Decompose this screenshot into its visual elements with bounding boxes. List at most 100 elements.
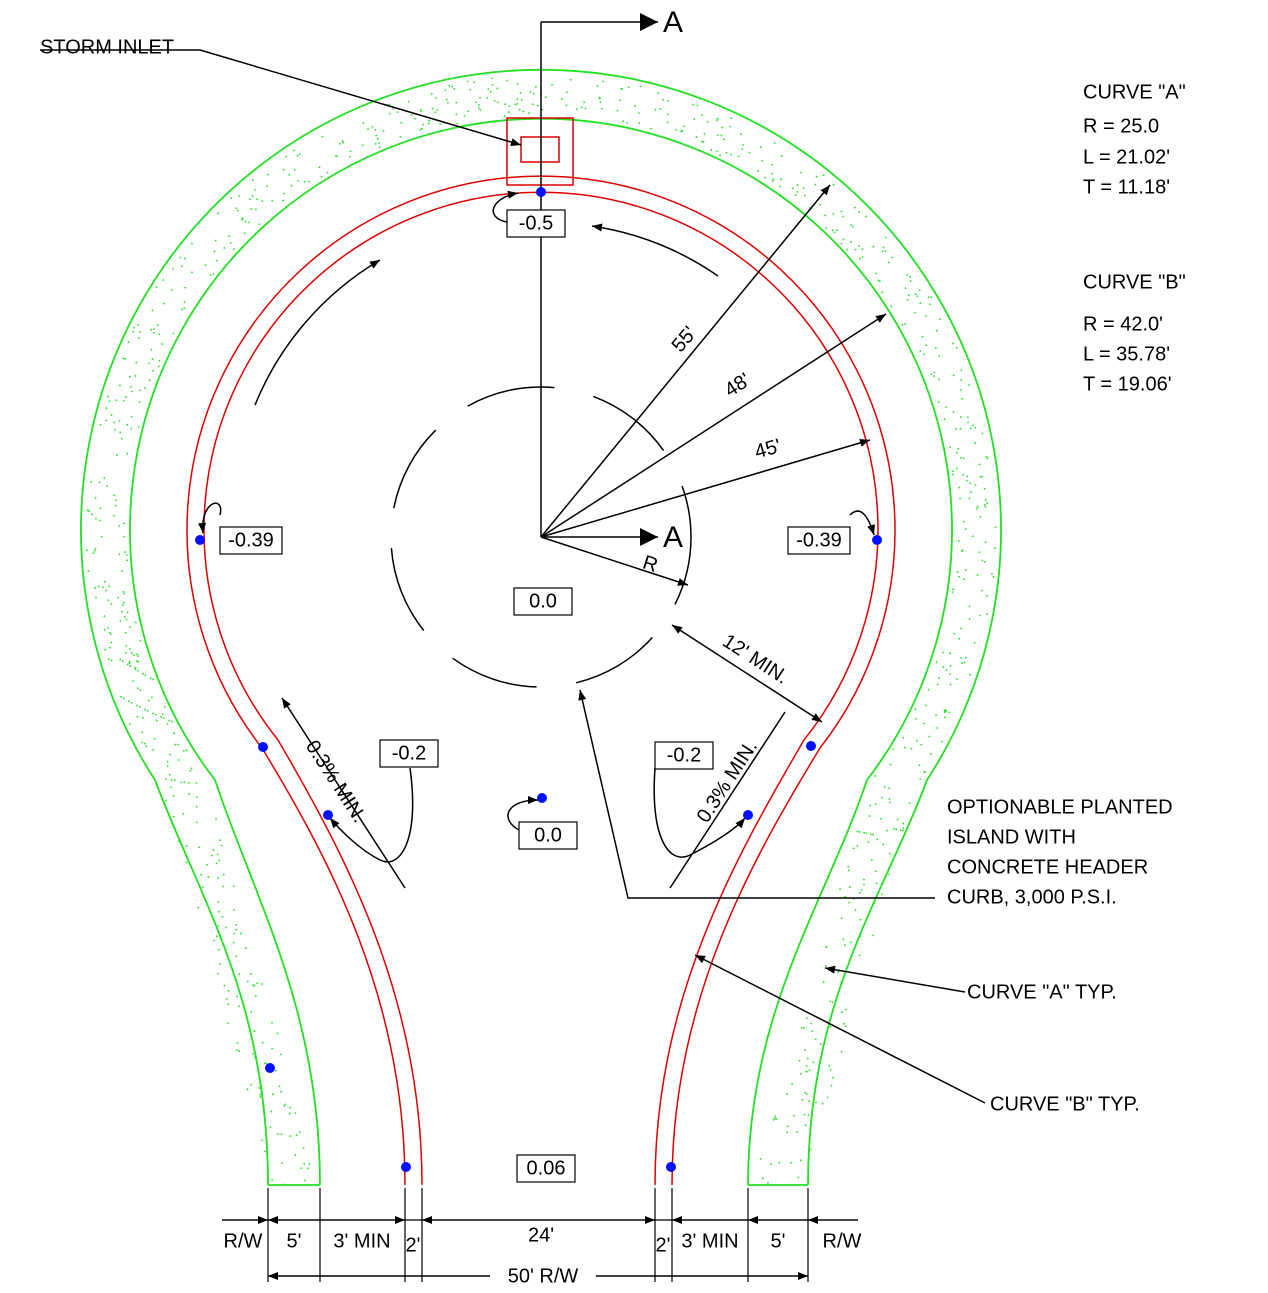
hatch-dot [956, 678, 958, 680]
hatch-dot [819, 204, 821, 206]
hatch-dot [521, 99, 523, 101]
hatch-dot [848, 870, 850, 872]
hatch-dot [622, 120, 624, 122]
hatch-dot [805, 1124, 807, 1126]
hatch-dot [180, 781, 182, 783]
hatch-dot [730, 154, 732, 156]
hatch-dot [464, 115, 466, 117]
hatch-dot [960, 389, 962, 391]
hatch-dot [956, 452, 958, 454]
hatch-dot [877, 280, 879, 282]
hatch-dot [723, 138, 725, 140]
hatch-dot [977, 506, 979, 508]
hatch-dot [126, 424, 128, 426]
hatch-dot [925, 704, 927, 706]
hatch-dot [171, 721, 173, 723]
hatch-dot [566, 91, 568, 93]
hatch-dot [299, 1131, 301, 1133]
hatch-dot [212, 849, 214, 851]
hatch-dot [693, 118, 695, 120]
hatch-dot [942, 652, 944, 654]
hatch-dot [261, 983, 263, 985]
hatch-dot [339, 143, 341, 145]
hatch-dot [379, 146, 381, 148]
hatch-dot [806, 1017, 808, 1019]
hatch-dot [986, 613, 988, 615]
hatch-dot [869, 815, 871, 817]
hatch-dot [349, 156, 351, 158]
hatch-dot [522, 111, 524, 113]
hatch-dot [889, 853, 891, 855]
hatch-dot [170, 786, 172, 788]
radius-label: 48' [721, 369, 755, 402]
hatch-dot [118, 553, 120, 555]
hatch-dot [202, 887, 204, 889]
hatch-dot [183, 750, 185, 752]
hatch-dot [219, 839, 221, 841]
hatch-dot [528, 112, 530, 114]
hatch-dot [551, 84, 553, 86]
hatch-dot [342, 140, 344, 142]
hatch-dot [113, 421, 115, 423]
hatch-dot [157, 324, 159, 326]
hatch-dot [174, 779, 176, 781]
hatch-dot [650, 128, 652, 130]
hatch-dot [601, 108, 603, 110]
hatch-dot [857, 845, 859, 847]
hatch-dot [863, 832, 865, 834]
hatch-dot [259, 1096, 261, 1098]
hatch-dot [119, 620, 121, 622]
hatch-dot [850, 224, 852, 226]
hatch-dot [847, 866, 849, 868]
hatch-dot [872, 935, 874, 937]
leader [580, 690, 935, 898]
curve-title: CURVE "B" [1083, 271, 1186, 293]
slope-label: 0.3% MIN. [301, 736, 370, 826]
hatch-dot [408, 101, 410, 103]
hatch-dot [991, 573, 993, 575]
hatch-dot [173, 795, 175, 797]
curve-line: L = 21.02' [1083, 146, 1170, 168]
hatch-dot [140, 640, 142, 642]
hatch-dot [920, 744, 922, 746]
hatch-dot [134, 668, 136, 670]
hatch-dot [824, 215, 826, 217]
hatch-dot [717, 134, 719, 136]
radius-line [541, 440, 870, 537]
hatch-dot [215, 818, 217, 820]
hatch-dot [198, 846, 200, 848]
hatch-dot [919, 778, 921, 780]
hatch-dot [223, 247, 225, 249]
hatch-dot [985, 541, 987, 543]
hatch-dot [810, 1023, 812, 1025]
hatch-dot [129, 626, 131, 628]
hatch-dot [722, 127, 724, 129]
hatch-dot [909, 276, 911, 278]
elevation-label: 0.06 [527, 1157, 566, 1179]
hatch-dot [802, 187, 804, 189]
hatch-dot [110, 633, 112, 635]
hatch-dot [859, 258, 861, 260]
hatch-dot [149, 379, 151, 381]
hatch-dot [169, 774, 171, 776]
hatch-dot [119, 420, 121, 422]
hatch-dot [936, 661, 938, 663]
hatch-dot [304, 181, 306, 183]
hatch-dot [114, 429, 116, 431]
hatch-dot [890, 764, 892, 766]
hatch-dot [805, 1071, 807, 1073]
hatch-dot [800, 1159, 802, 1161]
elevation-point [743, 810, 753, 820]
hatch-dot [111, 414, 113, 416]
hatch-dot [123, 536, 125, 538]
hatch-dot [877, 839, 879, 841]
dimension-label: 5' [771, 1230, 786, 1252]
hatch-dot [177, 744, 179, 746]
hatch-dot [949, 652, 951, 654]
hatch-dot [889, 798, 891, 800]
hatch-dot [953, 411, 955, 413]
hatch-dot [245, 947, 247, 949]
hatch-dot [109, 400, 111, 402]
hatch-dot [883, 247, 885, 249]
hatch-dot [848, 902, 850, 904]
